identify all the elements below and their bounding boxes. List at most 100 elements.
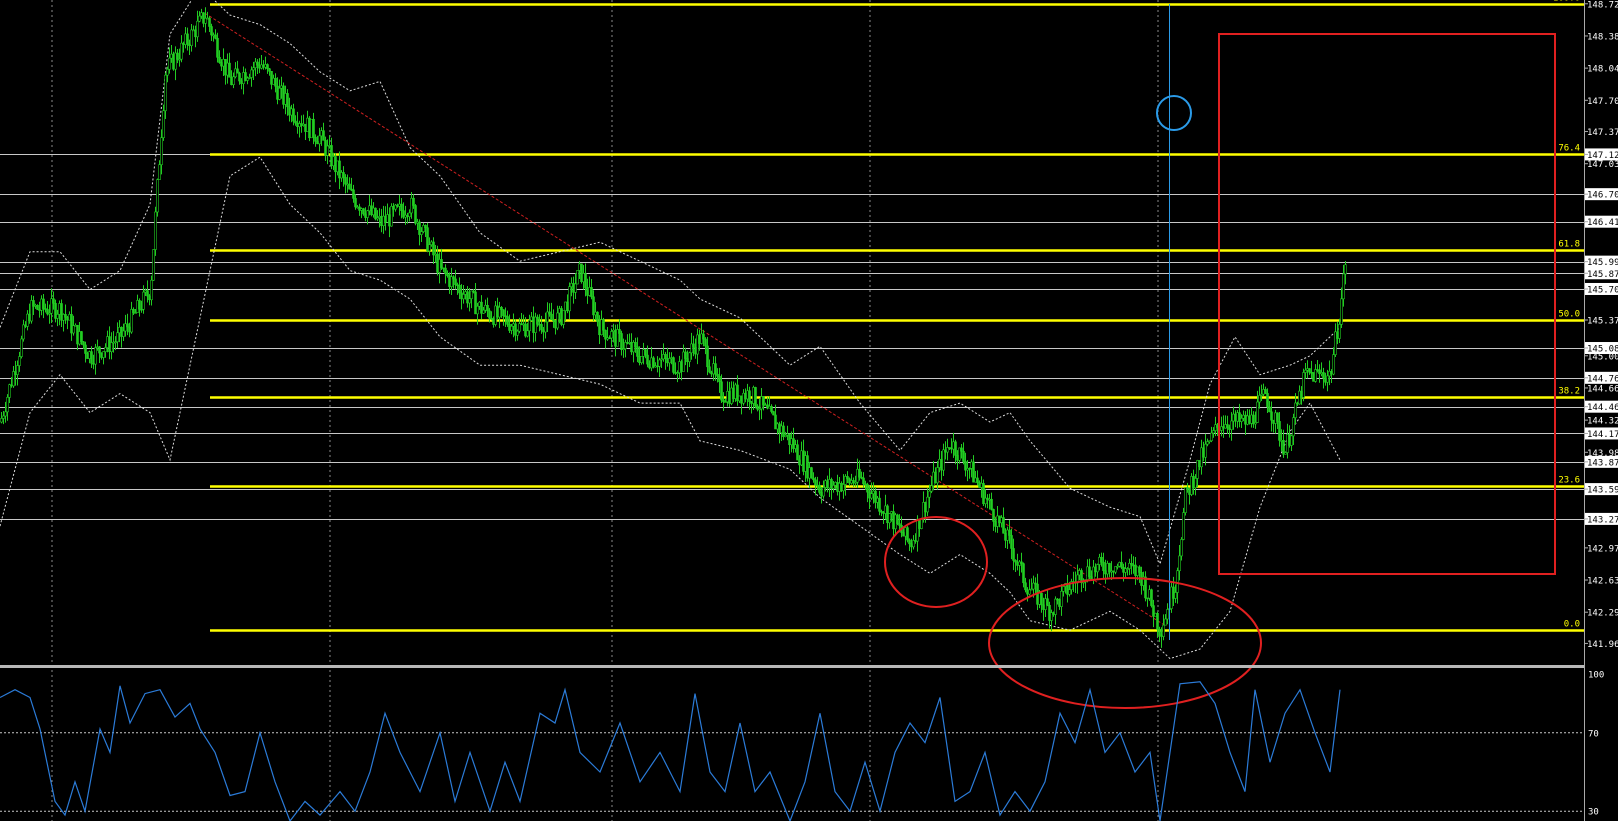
candle-body: [636, 346, 639, 357]
candle-body: [32, 300, 35, 307]
candle-body: [472, 290, 475, 293]
axis-label-box: [1585, 148, 1618, 161]
candle-body: [480, 301, 483, 314]
candle-body: [162, 110, 165, 139]
candle-body: [64, 314, 67, 318]
candle-body: [82, 341, 85, 346]
red-ellipse-small[interactable]: [884, 516, 988, 608]
candle-body: [54, 303, 57, 319]
candle-body: [190, 29, 193, 46]
red-ellipse-large[interactable]: [988, 577, 1262, 709]
candle-body: [548, 311, 551, 315]
candle-body: [1306, 368, 1309, 371]
candle-body: [926, 496, 929, 513]
candle-body: [528, 320, 531, 332]
price-axis: 148.720 148.380 148.040 147.700 147.370 147.1…: [1584, 0, 1618, 821]
candle-body: [1194, 478, 1197, 489]
candle-body: [62, 314, 65, 321]
candle-body: [140, 308, 143, 311]
fibonacci-levels: 100.0 76.4 61.8 50.0 38.2 23.6 0.0: [210, 0, 1584, 632]
candle-body: [42, 298, 45, 309]
axis-tick-label: 145.082: [1587, 345, 1618, 355]
candle-body: [596, 311, 599, 322]
candle-body: [424, 225, 427, 228]
candle-body: [818, 484, 821, 493]
candle-body: [266, 64, 269, 70]
candle-body: [232, 76, 235, 86]
candle-body: [1066, 583, 1069, 595]
axis-tick-label: 147.128: [1587, 151, 1618, 161]
candle-body: [100, 352, 103, 358]
candle-body: [1174, 592, 1177, 599]
candle-body: [222, 58, 225, 67]
candle-body: [76, 324, 79, 345]
candle-body: [770, 406, 773, 412]
blue-circle-marker[interactable]: [1156, 95, 1192, 131]
candle-body: [156, 179, 159, 213]
candle-body: [36, 304, 39, 310]
red-rectangle-highlight[interactable]: [1218, 33, 1556, 575]
candle-body: [90, 351, 93, 364]
candle-body: [1332, 354, 1335, 375]
axis-label-box: [1585, 282, 1618, 295]
candle-body: [1238, 412, 1241, 422]
axis-label-box: [1585, 371, 1618, 384]
fib-level-label: 0.0: [1564, 620, 1580, 630]
candle-body: [466, 291, 469, 304]
candle-body: [458, 285, 461, 294]
axis-tick-label: 145.995: [1587, 258, 1618, 268]
candle-body: [178, 58, 181, 61]
candle-body: [822, 487, 825, 497]
candle-body: [1232, 413, 1235, 422]
candle-body: [620, 333, 623, 351]
candle-body: [374, 207, 377, 220]
candle-body: [1022, 563, 1025, 584]
candle-body: [132, 308, 135, 313]
candle-body: [292, 108, 295, 122]
oscillator-axis-label: 100: [1588, 671, 1604, 681]
candle-body: [1098, 556, 1101, 565]
annotations[interactable]: [884, 4, 1556, 709]
candle-body: [238, 72, 241, 82]
candle-body: [98, 346, 101, 354]
candle-body: [30, 300, 33, 322]
candle-body: [898, 523, 901, 526]
axis-tick-label: 144.767: [1587, 374, 1618, 384]
candle-body: [72, 325, 75, 334]
candle-body: [1042, 604, 1045, 610]
oscillator-panel: 100 70 30: [0, 665, 1604, 821]
axis-tick-label: 147.030: [1587, 160, 1618, 170]
candle-body: [1012, 548, 1015, 561]
candle-body: [954, 441, 957, 456]
candle-body: [1310, 371, 1313, 374]
candle-body: [1186, 487, 1189, 489]
axis-label-box: [1585, 267, 1618, 280]
candle-body: [1246, 415, 1249, 425]
candle-body: [964, 461, 967, 471]
candle-body: [618, 329, 621, 334]
candle-body: [716, 373, 719, 377]
candle-body: [1212, 430, 1215, 434]
candle-body: [720, 381, 723, 401]
candle-body: [212, 34, 215, 37]
candle-body: [1248, 415, 1251, 424]
candle-body: [400, 203, 403, 211]
candle-body: [1334, 331, 1337, 355]
candle-body: [1270, 411, 1273, 421]
axis-label-box: [1585, 400, 1618, 413]
candle-body: [534, 316, 537, 333]
candle-body: [154, 211, 157, 250]
candle-body: [1020, 561, 1023, 564]
candle-body: [226, 62, 229, 76]
candle-body: [470, 290, 473, 299]
candle-body: [450, 276, 453, 287]
candle-body: [1034, 582, 1037, 585]
candle-body: [1156, 613, 1159, 630]
axis-tick-label: 143.591: [1587, 486, 1618, 496]
candle-body: [1032, 582, 1035, 590]
candle-body: [1014, 560, 1017, 563]
candle-body: [1054, 598, 1057, 615]
candle-body: [1030, 588, 1033, 591]
candle-body: [708, 366, 711, 373]
